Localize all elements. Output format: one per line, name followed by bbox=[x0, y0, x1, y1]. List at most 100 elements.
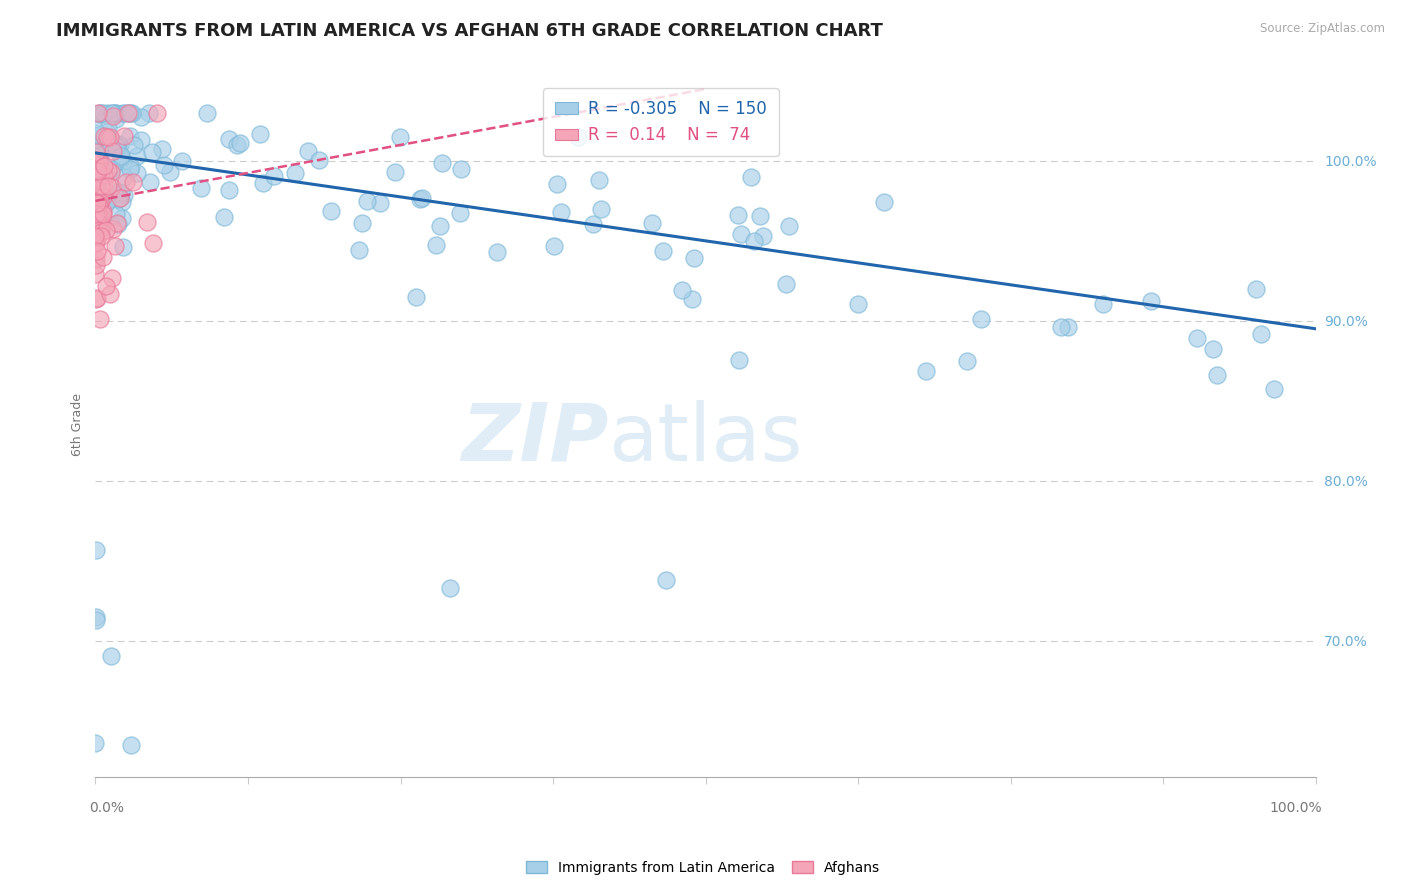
Point bbox=[84, 194, 107, 208]
Y-axis label: 6th Grade: 6th Grade bbox=[72, 393, 84, 456]
Point bbox=[103, 109, 125, 123]
Point bbox=[652, 244, 675, 259]
Point bbox=[146, 106, 169, 120]
Point bbox=[730, 227, 752, 242]
Point bbox=[96, 195, 118, 210]
Point bbox=[112, 128, 135, 143]
Point bbox=[138, 106, 160, 120]
Point bbox=[120, 128, 142, 143]
Point bbox=[100, 161, 122, 176]
Point bbox=[1263, 382, 1285, 396]
Point bbox=[101, 144, 124, 158]
Point bbox=[84, 161, 107, 176]
Point bbox=[94, 194, 117, 209]
Point bbox=[108, 191, 131, 205]
Point bbox=[139, 175, 162, 189]
Point bbox=[84, 131, 107, 145]
Point bbox=[87, 197, 110, 211]
Point bbox=[450, 162, 472, 177]
Point bbox=[591, 202, 613, 216]
Point bbox=[91, 190, 114, 204]
Point bbox=[94, 108, 117, 122]
Point bbox=[110, 137, 132, 152]
Point bbox=[97, 162, 120, 177]
Point bbox=[117, 106, 139, 120]
Point bbox=[582, 217, 605, 231]
Point bbox=[121, 106, 143, 120]
Point bbox=[97, 106, 120, 120]
Point bbox=[101, 271, 124, 285]
Point bbox=[84, 229, 107, 244]
Point bbox=[550, 204, 572, 219]
Point bbox=[93, 168, 115, 182]
Point bbox=[110, 149, 132, 163]
Point bbox=[124, 138, 146, 153]
Point bbox=[409, 193, 432, 207]
Point bbox=[87, 204, 110, 219]
Point bbox=[131, 110, 153, 124]
Point bbox=[84, 138, 107, 153]
Point bbox=[86, 196, 108, 211]
Point bbox=[543, 239, 565, 253]
Point bbox=[84, 207, 107, 221]
Point bbox=[90, 229, 112, 244]
Point bbox=[105, 207, 128, 221]
Point bbox=[91, 203, 114, 218]
Point bbox=[84, 122, 107, 136]
Point bbox=[101, 106, 124, 120]
Point bbox=[319, 204, 342, 219]
Point bbox=[671, 283, 693, 297]
Point bbox=[87, 218, 110, 232]
Point bbox=[111, 154, 134, 169]
Point bbox=[956, 354, 979, 368]
Point bbox=[252, 176, 274, 190]
Point bbox=[727, 208, 749, 222]
Point bbox=[654, 573, 676, 587]
Point bbox=[100, 648, 122, 663]
Point bbox=[486, 244, 509, 259]
Point bbox=[159, 164, 181, 178]
Point bbox=[112, 187, 135, 202]
Point bbox=[87, 143, 110, 157]
Point bbox=[86, 197, 108, 211]
Point bbox=[93, 129, 115, 144]
Point bbox=[93, 169, 115, 184]
Point bbox=[121, 161, 143, 175]
Point bbox=[97, 178, 120, 193]
Point bbox=[778, 219, 800, 233]
Point bbox=[87, 128, 110, 142]
Point bbox=[104, 106, 127, 120]
Point bbox=[120, 106, 142, 120]
Point bbox=[873, 195, 896, 210]
Point bbox=[384, 165, 406, 179]
Point bbox=[297, 144, 319, 158]
Point bbox=[96, 135, 118, 149]
Point bbox=[115, 175, 138, 189]
Point bbox=[218, 131, 240, 145]
Point bbox=[90, 179, 112, 194]
Point bbox=[190, 181, 212, 195]
Point bbox=[89, 194, 111, 209]
Point bbox=[90, 137, 112, 152]
Point bbox=[86, 164, 108, 178]
Point bbox=[1050, 320, 1073, 334]
Point bbox=[449, 205, 471, 219]
Point bbox=[84, 252, 107, 267]
Point bbox=[120, 739, 142, 753]
Point bbox=[125, 166, 148, 180]
Point bbox=[84, 145, 107, 159]
Point bbox=[98, 287, 121, 301]
Point bbox=[681, 292, 703, 306]
Text: ZIP: ZIP bbox=[461, 400, 607, 478]
Point bbox=[90, 159, 112, 173]
Point bbox=[87, 190, 110, 204]
Point bbox=[1250, 326, 1272, 341]
Point bbox=[84, 132, 107, 146]
Point bbox=[97, 130, 120, 145]
Point bbox=[84, 158, 107, 172]
Point bbox=[93, 129, 115, 144]
Point bbox=[89, 106, 111, 120]
Point bbox=[111, 194, 134, 209]
Point bbox=[84, 163, 107, 178]
Point bbox=[84, 613, 107, 627]
